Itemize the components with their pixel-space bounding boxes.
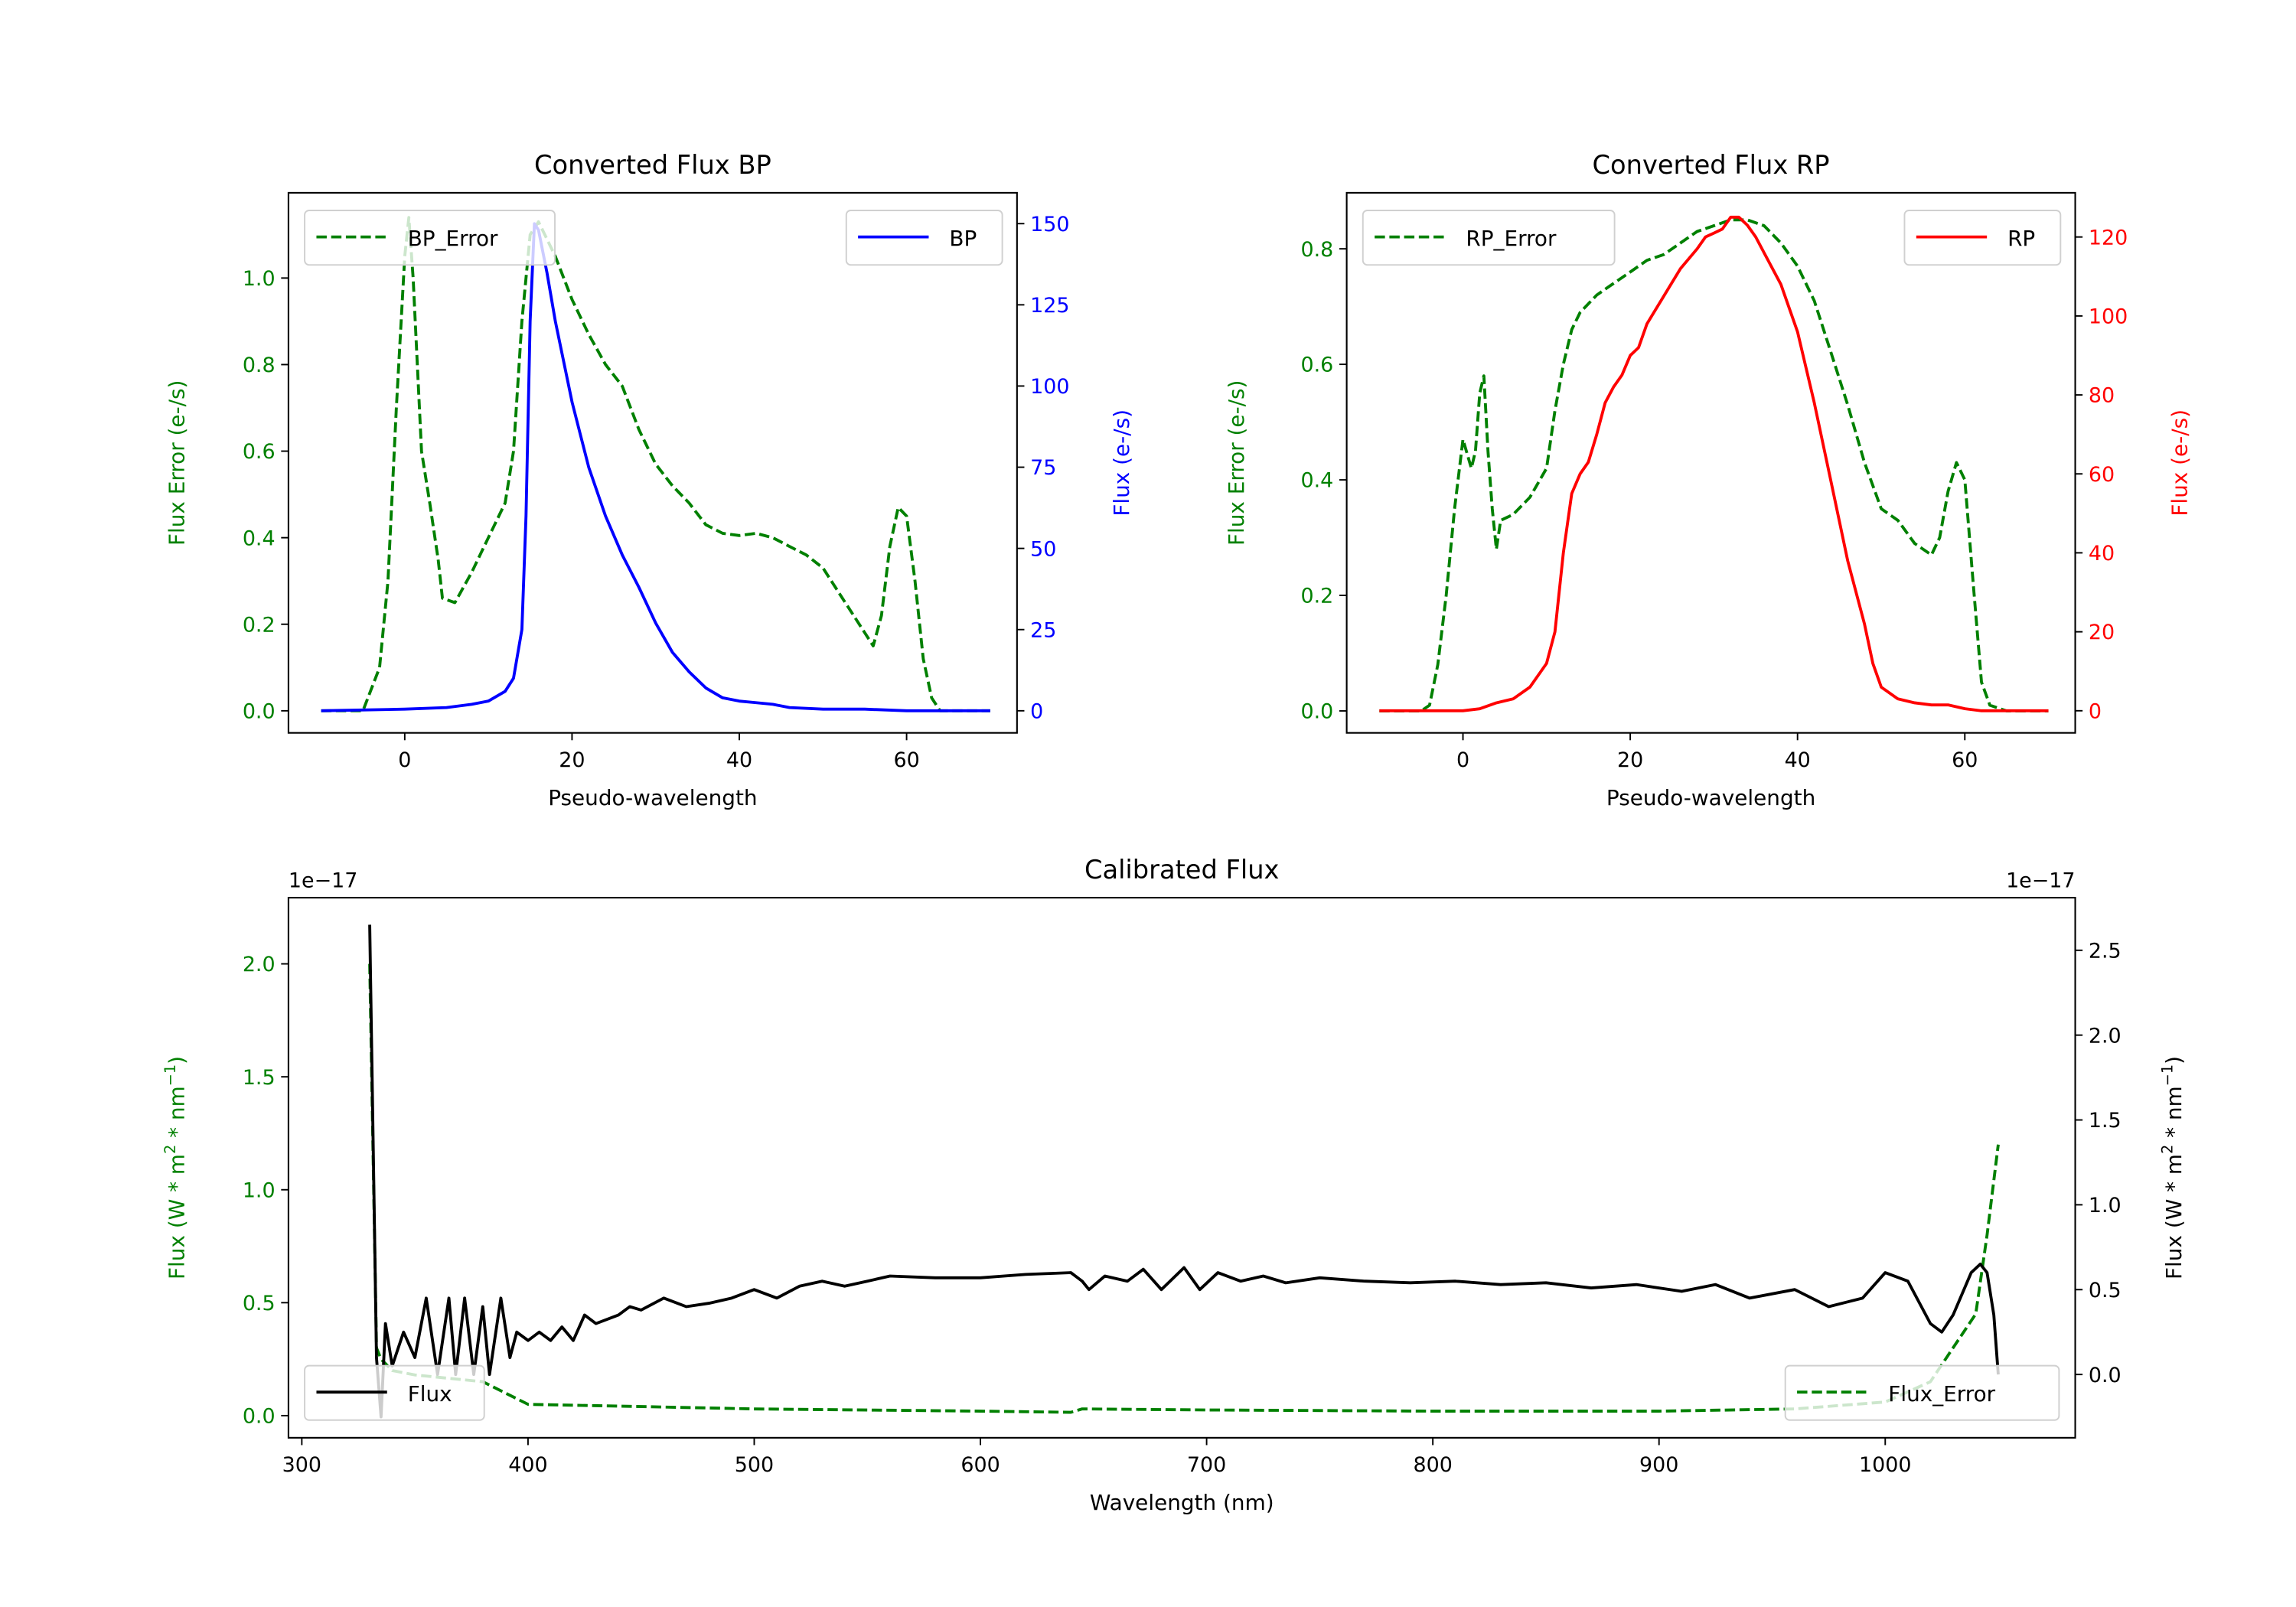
x-tick-label: 1000 xyxy=(1859,1453,1911,1477)
y-label-part: ) xyxy=(2161,1056,2187,1064)
y-left-tick-label: 0.0 xyxy=(1301,700,1334,724)
y-right-tick-label: 150 xyxy=(1030,213,1069,236)
y-label-part: ) xyxy=(164,1056,189,1064)
y-label-part: Flux (W * m xyxy=(164,1154,189,1279)
y-right-tick-label: 25 xyxy=(1030,618,1056,642)
y-left-tick-label: 0.8 xyxy=(1301,238,1334,262)
x-axis-label: Pseudo-wavelength xyxy=(1606,785,1815,810)
x-tick-label: 40 xyxy=(726,748,752,772)
y-right-tick-label: 2.5 xyxy=(2089,939,2122,963)
y-left-offset-label: 1e−17 xyxy=(289,869,357,893)
y-left-tick-label: 0.8 xyxy=(243,354,276,377)
calibrated-flux-chart: 300 400 500 600 700 800 900 1000 0.0 0.5 1.0 1.5 2.0… xyxy=(161,855,2187,1515)
y-right-offset-label: 1e−17 xyxy=(2006,869,2075,893)
rp-chart: 0 20 40 60 0.0 0.2 0.4 0.6 0.8 0 20 40 60 80 100 120 Con… xyxy=(1224,150,2193,810)
series-line-bp xyxy=(321,222,990,712)
x-tick-label: 60 xyxy=(1952,748,1978,772)
y-axis-label-ylabel_right: Flux (e-/s) xyxy=(2167,409,2193,517)
x-tick-label: 40 xyxy=(1785,748,1811,772)
series-line-bp-error xyxy=(321,216,990,712)
y-left-tick-label: 1.5 xyxy=(243,1066,276,1090)
bp-chart: 0 20 40 60 0.0 0.2 0.4 0.6 0.8 1.0 0 25 50 75 100 125 15… xyxy=(164,150,1134,810)
y-left-tick-label: 0.0 xyxy=(243,1405,276,1429)
chart-title: Converted Flux BP xyxy=(534,150,771,180)
y-left-tick-label: 1.0 xyxy=(243,1178,276,1202)
y-right-tick-label: 125 xyxy=(1030,294,1069,318)
y-left-tick-label: 2.0 xyxy=(243,953,276,976)
y-left-tick-label: 0.2 xyxy=(243,613,276,637)
series-line-rp-error xyxy=(1379,218,2049,712)
legend-label: Flux xyxy=(408,1381,452,1407)
x-axis-label: Pseudo-wavelength xyxy=(548,785,757,810)
y-right-tick-label: 2.0 xyxy=(2089,1024,2122,1048)
series-line-flux xyxy=(368,924,2000,1419)
y-axis-label-ylabel_right: Flux (e-/s) xyxy=(1109,409,1134,517)
legend-box xyxy=(1784,1364,2060,1421)
y-right-tick-label: 20 xyxy=(2089,621,2115,644)
y-right-tick-label: 75 xyxy=(1030,456,1056,480)
y-axis-label-ylabel_right: Flux (W * m2 * nm−1) xyxy=(2158,1056,2187,1279)
y-left-tick-label: 1.0 xyxy=(243,267,276,291)
chart-title: Calibrated Flux xyxy=(1084,855,1279,885)
y-label-part: 2 xyxy=(161,1145,179,1154)
axes-frame xyxy=(1345,191,2076,734)
legend-label: RP_Error xyxy=(1466,226,1557,251)
y-right-tick-label: 120 xyxy=(2089,226,2128,249)
y-right-tick-label: 0.0 xyxy=(2089,1364,2122,1387)
y-label-part: 2 xyxy=(2158,1145,2176,1154)
x-tick-label: 900 xyxy=(1639,1453,1678,1477)
x-tick-label: 0 xyxy=(398,748,411,772)
y-left-tick-label: 0.5 xyxy=(243,1292,276,1315)
y-axis-label-ylabel_left: Flux (W * m2 * nm−1) xyxy=(161,1056,190,1279)
y-right-tick-label: 0 xyxy=(1030,699,1043,723)
y-label-part: −1 xyxy=(161,1064,179,1086)
y-label-part: −1 xyxy=(2158,1064,2176,1086)
axes-frame xyxy=(287,191,1018,734)
y-right-tick-label: 100 xyxy=(1030,375,1069,399)
x-tick-label: 0 xyxy=(1456,748,1469,772)
x-tick-label: 300 xyxy=(282,1453,321,1477)
x-tick-label: 20 xyxy=(559,748,585,772)
y-label-part: * nm xyxy=(2161,1086,2187,1144)
y-right-tick-label: 40 xyxy=(2089,542,2115,566)
y-right-tick-label: 1.5 xyxy=(2089,1109,2122,1133)
y-right-tick-label: 0.5 xyxy=(2089,1279,2122,1302)
legend-box xyxy=(304,1364,485,1421)
x-tick-label: 700 xyxy=(1187,1453,1226,1477)
y-axis-label-ylabel_left: Flux Error (e-/s) xyxy=(164,380,189,546)
y-left-tick-label: 0.4 xyxy=(243,526,276,550)
y-right-tick-label: 100 xyxy=(2089,305,2128,329)
x-tick-label: 500 xyxy=(735,1453,774,1477)
axes-frame xyxy=(287,897,2076,1439)
y-right-tick-label: 80 xyxy=(2089,384,2115,408)
legend-label: BP_Error xyxy=(408,226,498,251)
y-right-tick-label: 50 xyxy=(1030,537,1056,561)
y-label-part: * nm xyxy=(164,1086,189,1144)
legend-label: BP xyxy=(949,226,977,251)
x-tick-label: 600 xyxy=(960,1453,1000,1477)
legend-label: Flux_Error xyxy=(1888,1381,1995,1407)
y-left-tick-label: 0.6 xyxy=(243,440,276,464)
y-axis-label-ylabel_left: Flux Error (e-/s) xyxy=(1224,380,1249,546)
x-tick-label: 20 xyxy=(1617,748,1643,772)
x-axis-label: Wavelength (nm) xyxy=(1090,1490,1274,1515)
x-tick-label: 60 xyxy=(893,748,919,772)
y-left-tick-label: 0.4 xyxy=(1301,469,1334,493)
y-left-tick-label: 0.2 xyxy=(1301,585,1334,608)
y-label-part: Flux (W * m xyxy=(2161,1154,2187,1279)
legend-box xyxy=(304,210,556,266)
y-right-tick-label: 1.0 xyxy=(2089,1194,2122,1217)
legend-label: RP xyxy=(2007,226,2035,251)
legend-box xyxy=(1362,210,1616,266)
x-tick-label: 400 xyxy=(508,1453,547,1477)
series-line-rp xyxy=(1379,215,2049,712)
y-left-tick-label: 0.0 xyxy=(243,699,276,723)
y-left-tick-label: 0.6 xyxy=(1301,354,1334,377)
y-right-tick-label: 0 xyxy=(2089,699,2102,723)
y-right-tick-label: 60 xyxy=(2089,463,2115,487)
chart-title: Converted Flux RP xyxy=(1593,150,1830,180)
x-tick-label: 800 xyxy=(1413,1453,1452,1477)
